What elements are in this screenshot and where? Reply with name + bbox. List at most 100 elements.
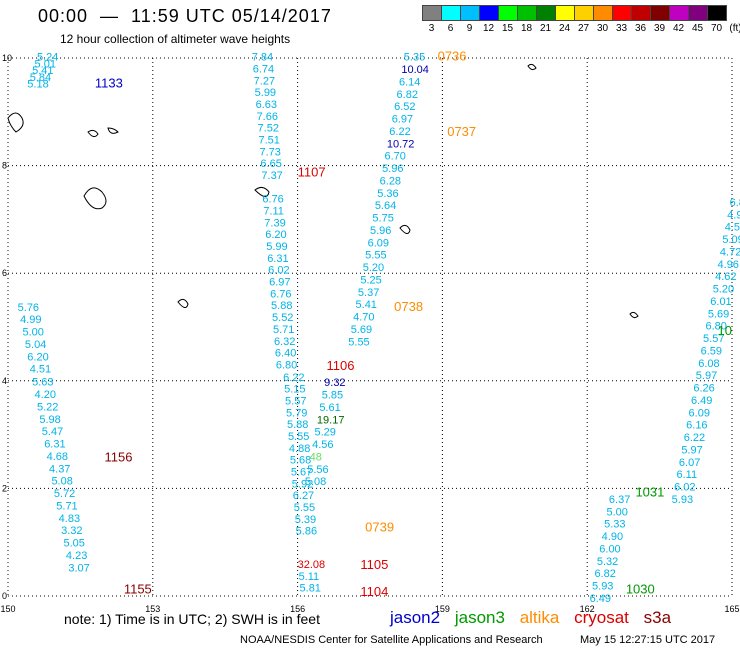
x-tick-label: 153 bbox=[145, 604, 160, 614]
swh-value: 6.32 bbox=[274, 336, 295, 348]
track-time-label: 0739 bbox=[365, 519, 394, 534]
swh-value: 5.57 bbox=[703, 333, 724, 345]
island-outline bbox=[87, 129, 99, 138]
satellite-legend: jason2 jason3 altika cryosat s3a bbox=[390, 608, 681, 628]
island-outline bbox=[527, 63, 537, 71]
timestamp: May 15 12:27:15 UTC 2017 bbox=[580, 634, 716, 646]
swh-value: 5.35 bbox=[404, 52, 425, 64]
grid-lines bbox=[7, 57, 733, 597]
swh-value: 4.96 bbox=[718, 259, 739, 271]
swh-value: 4.88 bbox=[289, 443, 310, 455]
swh-value: 6.20 bbox=[27, 351, 48, 363]
swh-value: 4.99 bbox=[20, 314, 41, 326]
swh-value: 5.41 bbox=[356, 299, 377, 311]
swh-value: 5.97 bbox=[681, 444, 702, 456]
legend-bin: 24 bbox=[555, 5, 575, 34]
legend-bin: 15 bbox=[498, 5, 518, 34]
legend-swatch bbox=[650, 5, 670, 21]
axis-ticks: 150 153 156 159 162 165 0 2 4 6 8 10 bbox=[0, 53, 739, 614]
island-outline bbox=[7, 112, 24, 133]
track-time-label: 1105 bbox=[360, 557, 388, 572]
swh-value: 5.04 bbox=[25, 339, 46, 351]
track-time-label: 0736 bbox=[438, 49, 467, 64]
swh-value: 6.97 bbox=[392, 114, 413, 126]
swh-value: 6.14 bbox=[399, 76, 420, 88]
track-t1106: 6.225.155.575.795.885.554.885.685.675.92… bbox=[283, 358, 354, 538]
swh-value: 4.20 bbox=[35, 389, 56, 401]
legend-label: 21 bbox=[539, 23, 552, 34]
swh-value: 6.09 bbox=[689, 407, 710, 419]
island-outline bbox=[399, 224, 411, 234]
swh-value: 5.85 bbox=[322, 390, 343, 402]
track-t0738: 0738 bbox=[394, 299, 423, 314]
legend-swatch bbox=[593, 5, 613, 21]
swh-value: 6.08 bbox=[698, 358, 719, 370]
swh-value: 7.73 bbox=[259, 146, 280, 158]
legend-label: 36 bbox=[634, 23, 647, 34]
swh-value: 5.76 bbox=[18, 302, 39, 314]
swh-value: 5.93 bbox=[672, 494, 693, 506]
legend-label: 24 bbox=[558, 23, 571, 34]
legend-swatch bbox=[460, 5, 480, 21]
swh-value: 6.07 bbox=[679, 457, 700, 469]
track-time-label: 1133 bbox=[95, 76, 123, 91]
legend-bin: 21 bbox=[536, 5, 556, 34]
track-t1133: 5.245.015.415.845.18 1133 bbox=[27, 52, 123, 91]
track-t0737: 0737 bbox=[447, 124, 476, 139]
swh-value: 4.68 bbox=[47, 451, 68, 463]
legend-swatch bbox=[517, 5, 537, 21]
swh-value: 4.70 bbox=[353, 312, 374, 324]
swh-value: 5.47 bbox=[42, 426, 63, 438]
legend-label: 39 bbox=[653, 23, 666, 34]
swh-value: 5.08 bbox=[51, 476, 72, 488]
swh-value: 5.56 bbox=[307, 464, 328, 476]
swh-value: 5.64 bbox=[375, 200, 396, 212]
swh-value: 6.01 bbox=[710, 296, 731, 308]
legend-label: 42 bbox=[672, 23, 685, 34]
swh-value: 5.55 bbox=[365, 250, 386, 262]
swh-value: 6.49 bbox=[590, 593, 611, 605]
track-time-label: 10 bbox=[718, 323, 732, 338]
legend-label: 45 bbox=[691, 23, 704, 34]
legend-swatch bbox=[479, 5, 499, 21]
y-tick-label: 10 bbox=[2, 53, 12, 63]
coastlines bbox=[7, 63, 639, 319]
track-t1156: 1156 bbox=[105, 450, 133, 465]
legend-label: 9 bbox=[466, 23, 473, 34]
swh-value: 5.37 bbox=[358, 287, 379, 299]
x-tick-label: 165 bbox=[724, 604, 739, 614]
legend-label: 27 bbox=[577, 23, 590, 34]
swh-value: 5.67 bbox=[291, 466, 312, 478]
swh-value: 6.20 bbox=[265, 229, 286, 241]
swh-value: 5.81 bbox=[300, 583, 321, 595]
swh-value: 5.55 bbox=[294, 502, 315, 514]
swh-value: 5.41 bbox=[32, 65, 53, 77]
legend-bin: 12 bbox=[479, 5, 499, 34]
swh-value: 6.27 bbox=[293, 490, 314, 502]
legend-label: 30 bbox=[596, 23, 609, 34]
swh-value: 19.17 bbox=[317, 414, 345, 426]
legend-swatch bbox=[422, 5, 442, 21]
swh-value: 6.97 bbox=[269, 277, 290, 289]
swh-value: 7.11 bbox=[263, 206, 284, 218]
legend-swatch bbox=[669, 5, 689, 21]
swh-value: 7.84 bbox=[252, 52, 273, 64]
swh-value: 5.96 bbox=[370, 225, 391, 237]
swh-value: 5.29 bbox=[314, 427, 335, 439]
swh-value: 4.83 bbox=[59, 513, 80, 525]
swh-value: 6.63 bbox=[256, 99, 277, 111]
swh-value: 7.37 bbox=[261, 170, 282, 182]
satellite-name-cryosat: cryosat bbox=[574, 608, 629, 627]
swh-value: 5.68 bbox=[290, 455, 311, 467]
swh-value: 6.59 bbox=[701, 345, 722, 357]
swh-value: 5.98 bbox=[39, 414, 60, 426]
swh-value: 4.90 bbox=[727, 209, 740, 221]
swh-value: 5.86 bbox=[296, 526, 317, 538]
y-tick-label: 4 bbox=[2, 376, 7, 386]
swh-value: 6.82 bbox=[397, 89, 418, 101]
satellite-name-jason2: jason2 bbox=[390, 608, 441, 627]
swh-value: 6.02 bbox=[268, 265, 289, 277]
swh-value: 5.92 bbox=[292, 478, 313, 490]
